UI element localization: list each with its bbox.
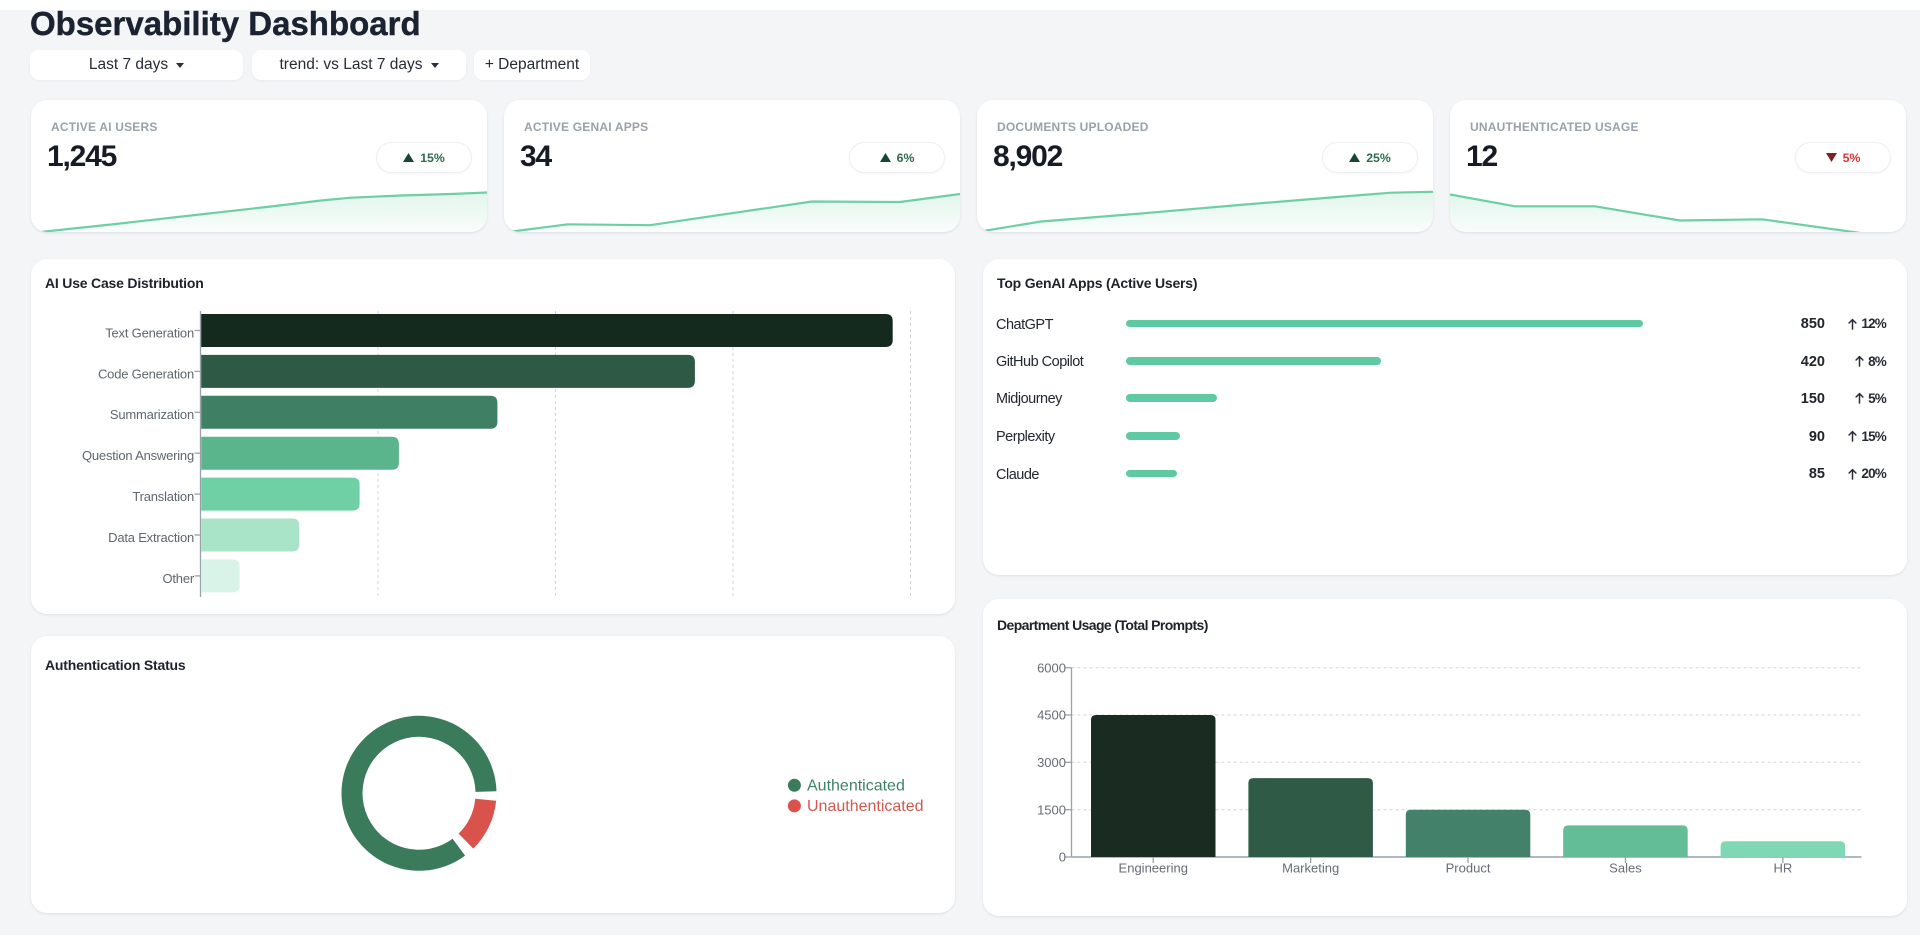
svg-text:Code Generation: Code Generation [98, 366, 194, 381]
svg-text:Data Extraction: Data Extraction [108, 530, 194, 545]
svg-text:Marketing: Marketing [1282, 860, 1339, 875]
svg-text:Question Answering: Question Answering [82, 448, 194, 463]
svg-text:HR: HR [1773, 860, 1792, 875]
svg-text:Translation: Translation [132, 489, 194, 504]
svg-text:Sales: Sales [1609, 860, 1642, 875]
svg-text:Unauthenticated: Unauthenticated [807, 798, 924, 815]
svg-text:Other: Other [162, 571, 194, 586]
svg-text:Summarization: Summarization [110, 407, 194, 422]
svg-text:4500: 4500 [1037, 708, 1066, 723]
svg-text:Text Generation: Text Generation [105, 325, 194, 340]
svg-text:Product: Product [1446, 860, 1491, 875]
svg-text:0: 0 [1059, 850, 1066, 865]
svg-text:6000: 6000 [1037, 660, 1066, 675]
svg-text:Authenticated: Authenticated [807, 778, 905, 795]
svg-text:Engineering: Engineering [1119, 860, 1188, 875]
svg-text:3000: 3000 [1037, 755, 1066, 770]
svg-text:1500: 1500 [1037, 802, 1066, 817]
